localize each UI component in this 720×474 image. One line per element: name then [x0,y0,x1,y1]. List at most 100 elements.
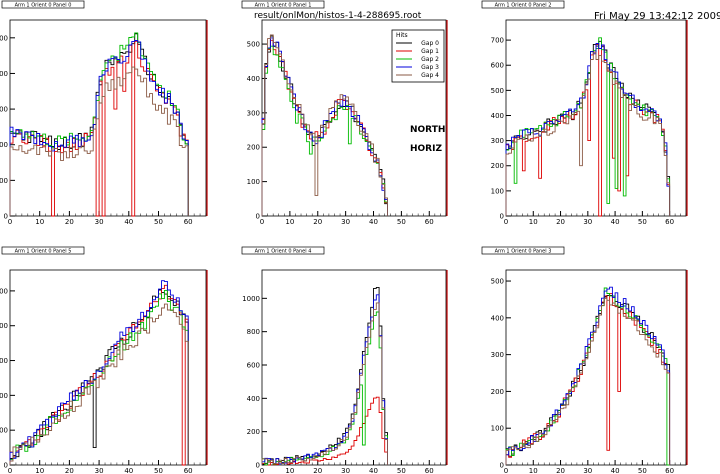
y-tick-label: 0 [4,462,8,470]
series-gap-3 [9,280,189,465]
panel-title: Arm 1 Orient 0 Panel 5 [15,249,72,255]
y-tick-label: 200 [491,162,504,170]
y-tick-label: 500 [491,87,504,95]
y-tick-label: 400 [247,395,260,403]
y-tick-label: 100 [491,187,504,195]
y-tick-label: 400 [491,314,504,322]
x-tick-label: 60 [425,467,434,474]
x-tick-label: 0 [8,467,12,474]
annotation-horiz: HORIZ [410,144,442,154]
plot-frame [9,19,207,217]
panel-5: Arm 1 Orient 0 Panel 3 0 10 20 30 40 50 60 0 100 2… [481,246,688,474]
x-tick-label: 30 [95,467,104,474]
panel-title-frame [1,0,85,9]
y-tick-label: 200 [0,177,8,185]
series-gap-3 [505,286,671,465]
x-tick-label: 0 [260,467,264,474]
panel-title-box: Arm 1 Orient 0 Panel 1 [241,0,325,9]
x-tick-label: 0 [504,467,508,474]
y-tick-label: 400 [0,141,8,149]
x-tick-label: 40 [611,218,620,226]
y-tick-label: 600 [0,106,8,114]
y-tick-label: 0 [4,213,8,221]
panel-title-box: Arm 1 Orient 0 Panel 5 [1,246,85,255]
series-gap-1 [9,40,189,217]
panel-title-box: Arm 1 Orient 0 Panel 2 [481,0,565,9]
series-gap-2 [261,311,388,466]
x-tick-label: 50 [154,218,163,226]
y-tick-label: 1000 [242,295,260,303]
series-gap-0 [261,35,388,216]
x-tick-label: 30 [583,467,592,474]
series-gap-0 [261,286,388,465]
y-tick-label: 500 [491,278,504,286]
panel-title-box: Arm 1 Orient 0 Panel 3 [481,246,565,255]
y-tick-label: 0 [500,213,504,221]
y-tick-label: 800 [0,70,8,78]
x-tick-label: 30 [341,218,350,226]
panel-title: Arm 1 Orient 0 Panel 3 [495,249,552,255]
y-tick-label: 0 [500,462,504,470]
y-tick-label: 200 [0,392,8,400]
y-tick-label: 400 [247,75,260,83]
x-tick-label: 20 [65,467,74,474]
x-tick-label: 40 [369,467,378,474]
y-tick-label: 400 [0,322,8,330]
x-tick-label: 20 [65,218,74,226]
x-tick-label: 40 [124,218,133,226]
y-tick-label: 600 [491,62,504,70]
panel-title: Arm 1 Orient 0 Panel 2 [495,3,552,9]
panel-title-box: Arm 1 Orient 0 Panel 4 [241,246,325,255]
series-gap-4 [261,302,388,465]
y-tick-label: 300 [247,109,260,117]
panel-2: Arm 1 Orient 0 Panel 20 10 20 30 40 50 6001002… [481,0,688,226]
x-tick-label: 0 [260,218,264,226]
x-tick-label: 60 [184,467,193,474]
x-tick-label: 30 [95,218,104,226]
y-tick-label: 1000 [0,34,8,42]
plot-frame [505,269,687,466]
legend-entry: Gap 1 [421,48,439,55]
x-tick-label: 60 [425,218,434,226]
series-gap-4 [261,34,388,216]
y-tick-label: 500 [247,41,260,49]
plot-frame [505,19,687,217]
legend-entry: Gap 3 [421,64,439,71]
series-gap-2 [505,287,670,466]
series-gap-4 [505,298,671,465]
series-gap-4 [9,303,189,465]
panel-title-frame [481,246,565,255]
series-gap-3 [261,294,388,465]
series-gap-1 [261,39,388,216]
y-tick-label: 500 [0,287,8,295]
panel-4: Arm 1 Orient 0 Panel 40 10 20 30 40 50 6002004… [241,246,448,474]
y-tick-label: 400 [491,112,504,120]
series-gap-4 [9,66,189,216]
series-gap-3 [505,43,671,216]
x-tick-label: 40 [611,467,620,474]
x-tick-label: 30 [341,467,350,474]
y-tick-label: 200 [491,388,504,396]
panel-title: Arm 1 Orient 0 Panel 0 [15,3,72,9]
y-tick-label: 700 [491,37,504,45]
annotation-north: NORTH [410,125,445,135]
x-tick-label: 20 [313,467,322,474]
y-tick-label: 200 [247,144,260,152]
x-tick-label: 50 [638,218,647,226]
x-tick-label: 40 [369,218,378,226]
x-tick-label: 50 [154,467,163,474]
y-tick-label: 100 [247,178,260,186]
x-tick-label: 10 [285,218,294,226]
filename-label: result/onlMon/histos-1-4-288695.root [254,11,422,21]
x-tick-label: 0 [8,218,12,226]
legend-title: Hits [396,32,408,39]
series-gap-3 [9,40,189,216]
y-tick-label: 200 [247,428,260,436]
x-tick-label: 60 [665,218,674,226]
y-tick-label: 800 [247,328,260,336]
panel-0: Arm 1 Orient 0 Panel 0010203040506002004… [0,0,208,226]
x-tick-label: 20 [556,218,565,226]
x-tick-label: 20 [313,218,322,226]
